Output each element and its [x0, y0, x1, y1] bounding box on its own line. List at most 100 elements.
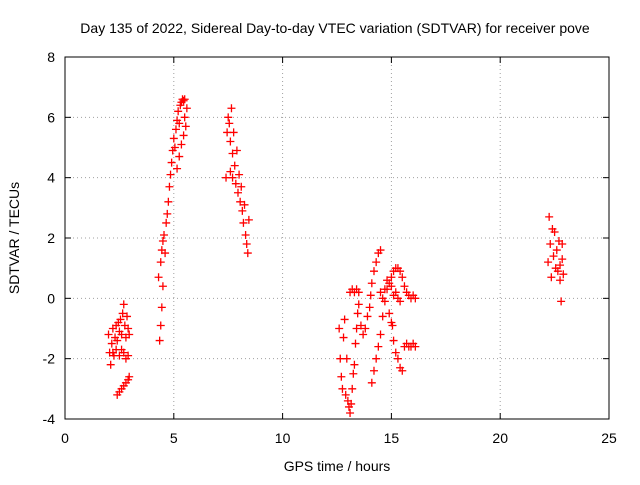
y-tick-label: 2 — [47, 230, 55, 246]
data-point — [125, 372, 134, 381]
data-point — [558, 240, 567, 249]
data-point — [380, 285, 389, 294]
data-point — [400, 282, 409, 291]
data-point — [359, 330, 368, 339]
data-point — [124, 351, 133, 360]
data-point — [113, 336, 122, 345]
data-point — [367, 378, 376, 387]
data-point — [236, 197, 245, 206]
data-point — [117, 330, 126, 339]
data-point — [181, 122, 190, 131]
x-tick-label: 5 — [170, 430, 178, 446]
data-point — [179, 131, 188, 140]
data-point — [348, 384, 357, 393]
data-point — [372, 354, 381, 363]
data-point — [177, 140, 186, 149]
data-point — [363, 312, 372, 321]
data-point — [353, 309, 362, 318]
data-point — [552, 246, 561, 255]
data-point — [154, 273, 163, 282]
data-point — [389, 336, 398, 345]
data-point — [116, 315, 125, 324]
data-point — [547, 273, 556, 282]
data-point — [180, 95, 189, 104]
data-point — [241, 230, 250, 239]
data-point — [398, 366, 407, 375]
x-tick-label: 20 — [492, 430, 508, 446]
data-point — [167, 158, 176, 167]
data-point — [155, 336, 164, 345]
data-point — [227, 104, 236, 113]
data-point — [165, 182, 174, 191]
data-point — [411, 342, 420, 351]
data-point — [374, 342, 383, 351]
data-point — [365, 303, 374, 312]
data-point — [350, 360, 359, 369]
x-axis-label: GPS time / hours — [284, 458, 391, 474]
data-point — [351, 339, 360, 348]
data-point — [125, 330, 134, 339]
data-point — [164, 197, 173, 206]
data-point — [182, 104, 191, 113]
data-point — [123, 312, 132, 321]
data-point — [556, 261, 565, 270]
x-tick-label: 10 — [275, 430, 291, 446]
data-point — [391, 348, 400, 357]
data-point — [161, 249, 170, 258]
data-point — [396, 297, 405, 306]
chart-title: Day 135 of 2022, Sidereal Day-to-day VTE… — [80, 20, 590, 36]
data-point — [376, 288, 385, 297]
y-tick-label: 6 — [47, 109, 55, 125]
data-point — [175, 119, 184, 128]
data-point — [179, 96, 188, 105]
data-point — [340, 315, 349, 324]
data-point — [156, 321, 165, 330]
data-point — [171, 125, 180, 134]
data-point — [378, 312, 387, 321]
data-point — [398, 273, 407, 282]
data-point — [157, 303, 166, 312]
data-point — [559, 270, 568, 279]
y-axis-label: SDTVAR / TECUs — [6, 182, 22, 294]
data-point — [163, 209, 172, 218]
data-point — [366, 291, 375, 300]
data-point — [226, 137, 235, 146]
data-point — [166, 170, 175, 179]
data-point — [239, 218, 248, 227]
data-point — [104, 330, 113, 339]
data-point — [352, 324, 361, 333]
data-point — [557, 297, 566, 306]
data-point — [549, 252, 558, 261]
axis-ticks: 0 5 10 15 20 25 -4 -2 0 2 4 6 8 — [43, 49, 617, 446]
data-point — [354, 300, 363, 309]
y-tick-label: 0 — [47, 290, 55, 306]
data-point — [228, 149, 237, 158]
data-point — [367, 279, 376, 288]
data-point — [160, 230, 169, 239]
data-point — [238, 206, 247, 215]
y-tick-label: -2 — [43, 351, 56, 367]
data-point — [231, 179, 240, 188]
data-point — [546, 240, 555, 249]
data-point — [169, 134, 178, 143]
data-point — [383, 276, 392, 285]
data-point — [391, 288, 400, 297]
data-point — [346, 408, 355, 417]
data-point — [376, 330, 385, 339]
data-point — [339, 333, 348, 342]
data-point — [174, 107, 183, 116]
data-point — [341, 390, 350, 399]
y-tick-label: -4 — [43, 411, 56, 427]
data-point — [369, 267, 378, 276]
data-point — [228, 173, 237, 182]
data-point — [162, 218, 171, 227]
data-point — [544, 258, 553, 267]
data-point — [553, 267, 562, 276]
data-point — [361, 324, 370, 333]
data-point — [372, 258, 381, 267]
data-point — [545, 212, 554, 221]
data-point — [369, 366, 378, 375]
data-point — [349, 369, 358, 378]
data-point — [119, 348, 128, 357]
